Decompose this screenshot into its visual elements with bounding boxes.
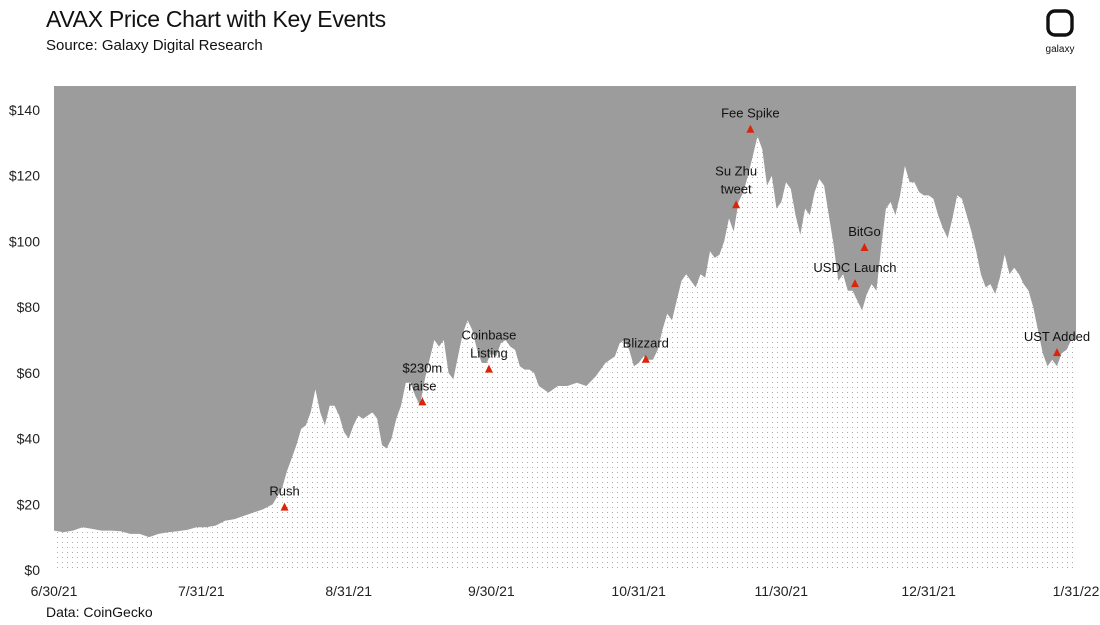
event-marker xyxy=(746,124,755,133)
y-tick-label: $20 xyxy=(17,496,41,512)
x-tick-label: 10/31/21 xyxy=(611,583,666,599)
chart-title: AVAX Price Chart with Key Events xyxy=(46,6,386,32)
event-marker xyxy=(850,279,859,288)
y-tick-label: $0 xyxy=(24,562,40,578)
x-tick-label: 1/31/22 xyxy=(1053,583,1100,599)
x-tick-label: 8/31/21 xyxy=(325,583,372,599)
event-marker xyxy=(641,354,650,363)
event-label: BitGo xyxy=(848,224,881,239)
event-label: Fee Spike xyxy=(721,106,780,121)
event-marker xyxy=(1052,348,1061,357)
event-label: Rush xyxy=(269,484,299,499)
y-tick-label: $140 xyxy=(9,102,40,118)
event-marker xyxy=(280,502,289,511)
x-tick-label: 7/31/21 xyxy=(178,583,225,599)
event-label: UST Added xyxy=(1024,329,1090,344)
event-marker xyxy=(860,243,869,251)
y-tick-label: $100 xyxy=(9,233,40,249)
y-tick-label: $60 xyxy=(17,365,41,381)
event-marker xyxy=(732,200,741,209)
logo-text: galaxy xyxy=(1045,44,1075,55)
chart-subtitle: Source: Galaxy Digital Research xyxy=(46,37,263,54)
event-label: $230m raise xyxy=(403,360,443,393)
x-tick-label: 6/30/21 xyxy=(31,583,78,599)
x-tick-label: 9/30/21 xyxy=(468,583,515,599)
y-tick-label: $80 xyxy=(17,299,41,315)
y-tick-label: $40 xyxy=(17,431,41,447)
price-area xyxy=(54,136,1076,571)
data-source-note: Data: CoinGecko xyxy=(46,604,153,620)
x-tick-label: 12/31/21 xyxy=(901,583,956,599)
y-tick-label: $120 xyxy=(9,168,40,184)
event-label: Su Zhu tweet xyxy=(715,163,757,196)
galaxy-logo-icon xyxy=(1046,9,1074,37)
event-marker xyxy=(484,364,493,373)
event-label: Blizzard xyxy=(623,336,669,351)
event-label: Coinbase Listing xyxy=(461,328,516,361)
event-label: USDC Launch xyxy=(813,260,896,275)
x-tick-label: 11/30/21 xyxy=(755,583,809,599)
event-marker xyxy=(418,397,427,406)
galaxy-logo: galaxy xyxy=(1040,8,1080,58)
